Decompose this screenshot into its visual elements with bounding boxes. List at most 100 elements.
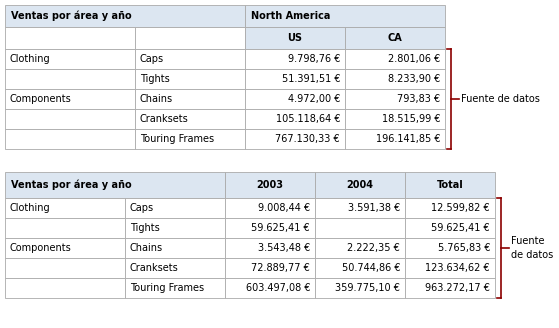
Bar	[345, 129, 445, 149]
Bar	[125, 258, 225, 278]
Text: 8.233,90 €: 8.233,90 €	[388, 74, 440, 84]
Text: 59.625,41 €: 59.625,41 €	[252, 223, 310, 233]
Bar	[315, 258, 405, 278]
Bar	[135, 129, 245, 149]
Text: Components: Components	[10, 243, 72, 253]
Bar	[5, 198, 125, 218]
Text: Cranksets: Cranksets	[130, 263, 179, 273]
Bar	[225, 238, 315, 258]
Bar	[5, 5, 245, 27]
Bar	[245, 49, 345, 69]
Bar	[5, 172, 225, 198]
Text: Touring Frames: Touring Frames	[130, 283, 204, 293]
Text: 12.599,82 €: 12.599,82 €	[432, 203, 490, 213]
Bar	[245, 89, 345, 109]
Text: 50.744,86 €: 50.744,86 €	[342, 263, 400, 273]
Text: 51.391,51 €: 51.391,51 €	[282, 74, 340, 84]
Text: 603.497,08 €: 603.497,08 €	[245, 283, 310, 293]
Bar	[345, 49, 445, 69]
Bar	[125, 278, 225, 298]
Bar	[315, 238, 405, 258]
Bar	[315, 218, 405, 238]
Bar	[245, 129, 345, 149]
Text: Clothing: Clothing	[10, 54, 51, 64]
Text: 767.130,33 €: 767.130,33 €	[276, 134, 340, 144]
Text: Chains: Chains	[140, 94, 173, 104]
Bar	[225, 172, 315, 198]
Bar	[5, 238, 125, 258]
Text: 2004: 2004	[347, 180, 373, 190]
Bar	[405, 278, 495, 298]
Text: Fuente
de datos: Fuente de datos	[511, 236, 553, 259]
Bar	[135, 27, 245, 49]
Text: Clothing: Clothing	[10, 203, 51, 213]
Bar	[125, 218, 225, 238]
Text: Fuente de datos: Fuente de datos	[461, 94, 540, 104]
Bar	[315, 198, 405, 218]
Text: 2.801,06 €: 2.801,06 €	[388, 54, 440, 64]
Text: Chains: Chains	[130, 243, 163, 253]
Bar	[5, 218, 125, 238]
Bar	[345, 69, 445, 89]
Bar	[405, 198, 495, 218]
Text: Cranksets: Cranksets	[140, 114, 189, 124]
Text: Ventas por área y año: Ventas por área y año	[11, 11, 131, 21]
Bar	[345, 27, 445, 49]
Bar	[345, 89, 445, 109]
Bar	[225, 218, 315, 238]
Bar	[125, 238, 225, 258]
Bar	[405, 172, 495, 198]
Text: US: US	[287, 33, 302, 43]
Text: Touring Frames: Touring Frames	[140, 134, 214, 144]
Bar	[5, 129, 135, 149]
Text: 963.272,17 €: 963.272,17 €	[425, 283, 490, 293]
Bar	[135, 49, 245, 69]
Bar	[5, 69, 135, 89]
Bar	[315, 278, 405, 298]
Bar	[245, 27, 345, 49]
Text: 3.591,38 €: 3.591,38 €	[348, 203, 400, 213]
Text: 359.775,10 €: 359.775,10 €	[335, 283, 400, 293]
Text: North America: North America	[251, 11, 330, 21]
Text: 105.118,64 €: 105.118,64 €	[276, 114, 340, 124]
Bar	[245, 109, 345, 129]
Bar	[5, 258, 125, 278]
Text: 123.634,62 €: 123.634,62 €	[425, 263, 490, 273]
Bar	[125, 198, 225, 218]
Bar	[5, 109, 135, 129]
Bar	[245, 69, 345, 89]
Bar	[245, 5, 445, 27]
Text: CA: CA	[387, 33, 402, 43]
Text: 2.222,35 €: 2.222,35 €	[347, 243, 400, 253]
Text: Caps: Caps	[140, 54, 164, 64]
Text: 59.625,41 €: 59.625,41 €	[432, 223, 490, 233]
Bar	[135, 69, 245, 89]
Text: Total: Total	[437, 180, 463, 190]
Text: 196.141,85 €: 196.141,85 €	[376, 134, 440, 144]
Text: 4.972,00 €: 4.972,00 €	[288, 94, 340, 104]
Bar	[225, 258, 315, 278]
Bar	[5, 89, 135, 109]
Text: 5.765,83 €: 5.765,83 €	[438, 243, 490, 253]
Text: 9.798,76 €: 9.798,76 €	[288, 54, 340, 64]
Text: 72.889,77 €: 72.889,77 €	[251, 263, 310, 273]
Text: 9.008,44 €: 9.008,44 €	[258, 203, 310, 213]
Bar	[5, 49, 135, 69]
Bar	[5, 278, 125, 298]
Bar	[405, 258, 495, 278]
Bar	[225, 278, 315, 298]
Bar	[345, 109, 445, 129]
Bar	[135, 109, 245, 129]
Bar	[135, 89, 245, 109]
Text: 3.543,48 €: 3.543,48 €	[258, 243, 310, 253]
Bar	[315, 172, 405, 198]
Text: 793,83 €: 793,83 €	[397, 94, 440, 104]
Bar	[405, 218, 495, 238]
Bar	[405, 238, 495, 258]
Text: Tights: Tights	[130, 223, 160, 233]
Text: Ventas por área y año: Ventas por área y año	[11, 180, 131, 190]
Text: 2003: 2003	[257, 180, 283, 190]
Text: Tights: Tights	[140, 74, 170, 84]
Text: Caps: Caps	[130, 203, 154, 213]
Bar	[225, 198, 315, 218]
